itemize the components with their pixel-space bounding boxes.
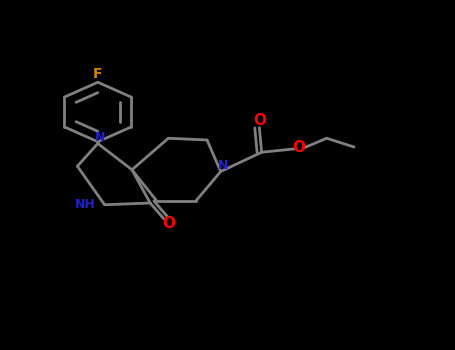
Text: NH: NH — [75, 198, 96, 211]
Text: F: F — [93, 66, 102, 80]
Text: N: N — [218, 159, 228, 172]
Text: O: O — [162, 217, 175, 231]
Text: O: O — [253, 113, 266, 127]
Text: N: N — [95, 131, 105, 144]
Text: O: O — [293, 140, 305, 155]
